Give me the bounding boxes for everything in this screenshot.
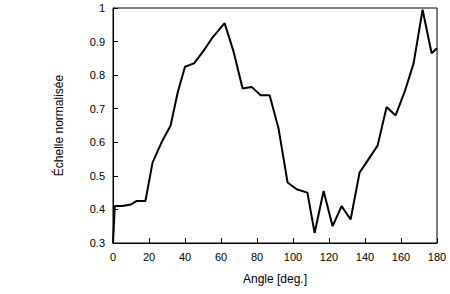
svg-text:100: 100: [284, 251, 302, 263]
svg-text:0.6: 0.6: [90, 136, 105, 148]
svg-text:0.3: 0.3: [90, 237, 105, 249]
svg-text:0.5: 0.5: [90, 170, 105, 182]
svg-text:140: 140: [356, 251, 374, 263]
svg-text:0.7: 0.7: [90, 103, 105, 115]
svg-text:1: 1: [99, 2, 105, 14]
svg-text:20: 20: [143, 251, 155, 263]
svg-text:40: 40: [179, 251, 191, 263]
svg-text:80: 80: [251, 251, 263, 263]
svg-text:180: 180: [428, 251, 446, 263]
svg-text:Échelle normalisée: Échelle normalisée: [51, 74, 66, 176]
svg-text:60: 60: [215, 251, 227, 263]
svg-text:0.4: 0.4: [90, 203, 105, 215]
svg-text:0.8: 0.8: [90, 69, 105, 81]
svg-text:160: 160: [392, 251, 410, 263]
svg-text:0.9: 0.9: [90, 36, 105, 48]
svg-text:Angle [deg.]: Angle [deg.]: [243, 272, 307, 286]
svg-text:120: 120: [320, 251, 338, 263]
svg-text:0: 0: [110, 251, 116, 263]
